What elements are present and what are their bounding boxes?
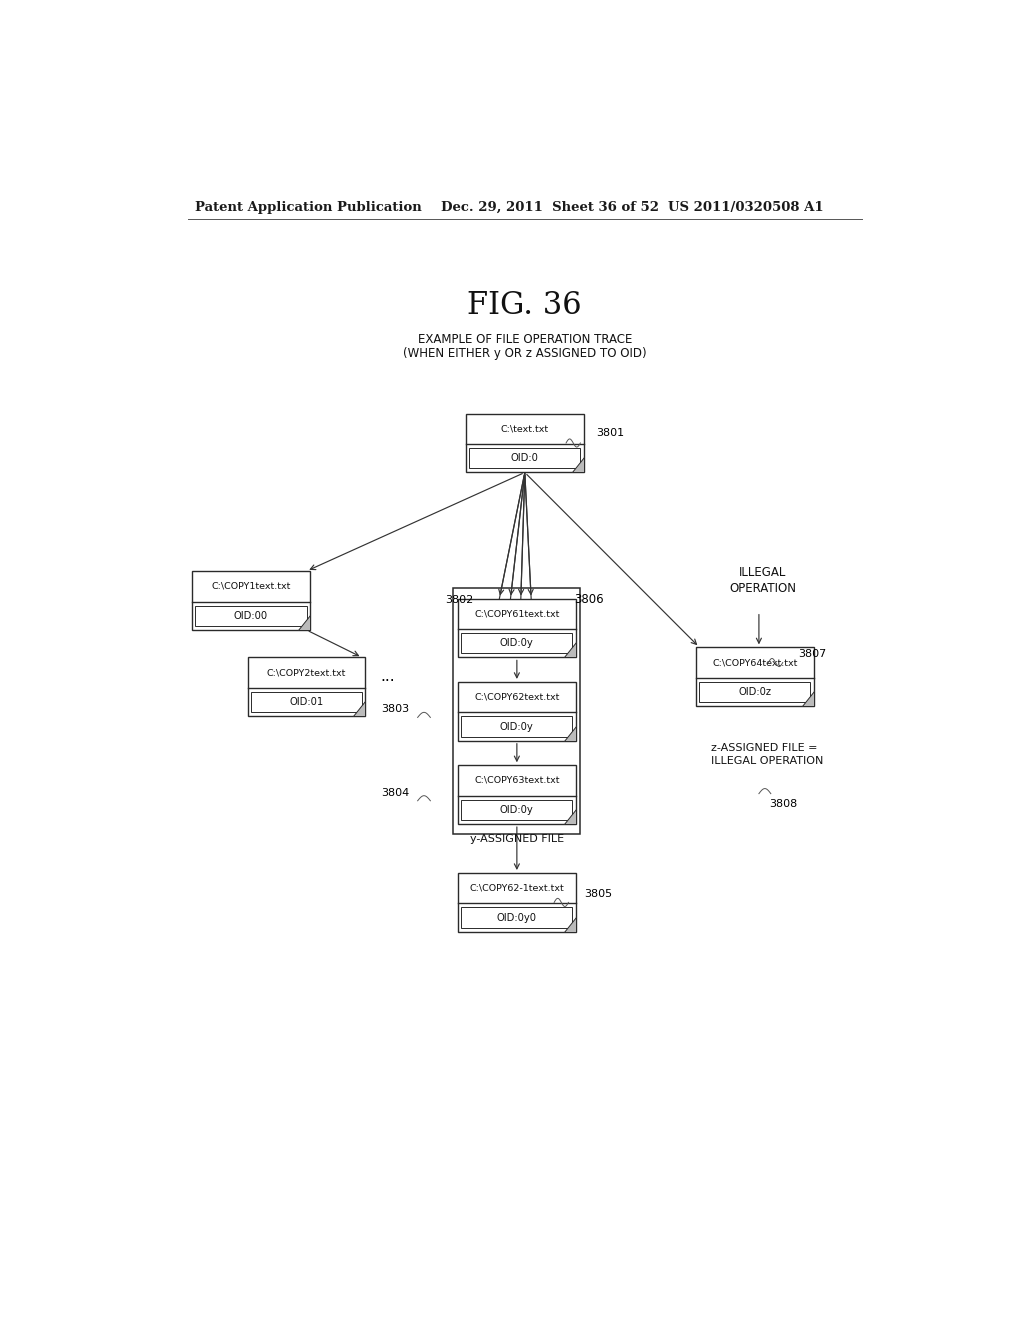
Polygon shape (563, 809, 575, 824)
Bar (196, 606, 306, 626)
Text: OID:0z: OID:0z (738, 686, 771, 697)
Text: OID:00: OID:00 (233, 611, 268, 620)
Text: z-ASSIGNED FILE =
ILLEGAL OPERATION: z-ASSIGNED FILE = ILLEGAL OPERATION (712, 743, 823, 766)
Text: 3801: 3801 (596, 428, 625, 438)
Bar (248, 657, 366, 717)
Text: OID:0y: OID:0y (500, 639, 534, 648)
Bar (699, 682, 811, 702)
Text: (WHEN EITHER y OR z ASSIGNED TO OID): (WHEN EITHER y OR z ASSIGNED TO OID) (403, 347, 646, 360)
Text: OID:0: OID:0 (511, 453, 539, 463)
Text: C:\COPY63text.txt: C:\COPY63text.txt (474, 776, 559, 785)
Text: OID:0y: OID:0y (500, 722, 534, 731)
Text: y-ASSIGNED FILE: y-ASSIGNED FILE (470, 834, 564, 845)
Text: ILLEGAL
OPERATION: ILLEGAL OPERATION (729, 566, 797, 595)
Text: OID:01: OID:01 (290, 697, 324, 708)
Bar (461, 907, 572, 928)
Text: 3804: 3804 (382, 788, 410, 797)
Text: OID:0y0: OID:0y0 (497, 912, 537, 923)
Bar (458, 873, 575, 932)
Polygon shape (563, 726, 575, 741)
Polygon shape (571, 457, 584, 473)
Bar (696, 647, 814, 706)
Bar (466, 413, 584, 473)
Bar (458, 766, 575, 824)
Bar (251, 692, 362, 713)
Text: 3803: 3803 (382, 705, 410, 714)
Text: 3806: 3806 (574, 593, 603, 606)
Text: 3808: 3808 (769, 799, 798, 809)
Text: Dec. 29, 2011  Sheet 36 of 52: Dec. 29, 2011 Sheet 36 of 52 (441, 201, 659, 214)
Text: C:\COPY64text.txt: C:\COPY64text.txt (713, 659, 798, 667)
Bar (458, 598, 575, 657)
Text: OID:0y: OID:0y (500, 805, 534, 814)
Text: US 2011/0320508 A1: US 2011/0320508 A1 (668, 201, 823, 214)
Text: C:\text.txt: C:\text.txt (501, 424, 549, 433)
Text: FIG. 36: FIG. 36 (468, 290, 582, 321)
Polygon shape (563, 916, 575, 932)
Bar (193, 572, 309, 630)
Text: C:\COPY62-1text.txt: C:\COPY62-1text.txt (469, 883, 564, 892)
Text: C:\COPY1text.txt: C:\COPY1text.txt (211, 582, 291, 591)
Bar (458, 682, 575, 741)
Polygon shape (298, 615, 309, 630)
Bar (461, 717, 572, 737)
Text: C:\COPY2text.txt: C:\COPY2text.txt (267, 668, 346, 677)
Text: 3807: 3807 (799, 649, 826, 660)
Text: C:\COPY61text.txt: C:\COPY61text.txt (474, 610, 559, 618)
Text: ...: ... (380, 669, 395, 684)
Bar (469, 447, 581, 469)
Text: Patent Application Publication: Patent Application Publication (196, 201, 422, 214)
Bar (461, 634, 572, 653)
Text: 3805: 3805 (585, 890, 612, 899)
Text: C:\COPY62text.txt: C:\COPY62text.txt (474, 693, 559, 702)
Bar (454, 589, 581, 834)
Polygon shape (563, 643, 575, 657)
Bar (461, 800, 572, 820)
Text: 3802: 3802 (445, 594, 473, 605)
Text: EXAMPLE OF FILE OPERATION TRACE: EXAMPLE OF FILE OPERATION TRACE (418, 333, 632, 346)
Polygon shape (802, 690, 814, 706)
Polygon shape (353, 701, 366, 717)
